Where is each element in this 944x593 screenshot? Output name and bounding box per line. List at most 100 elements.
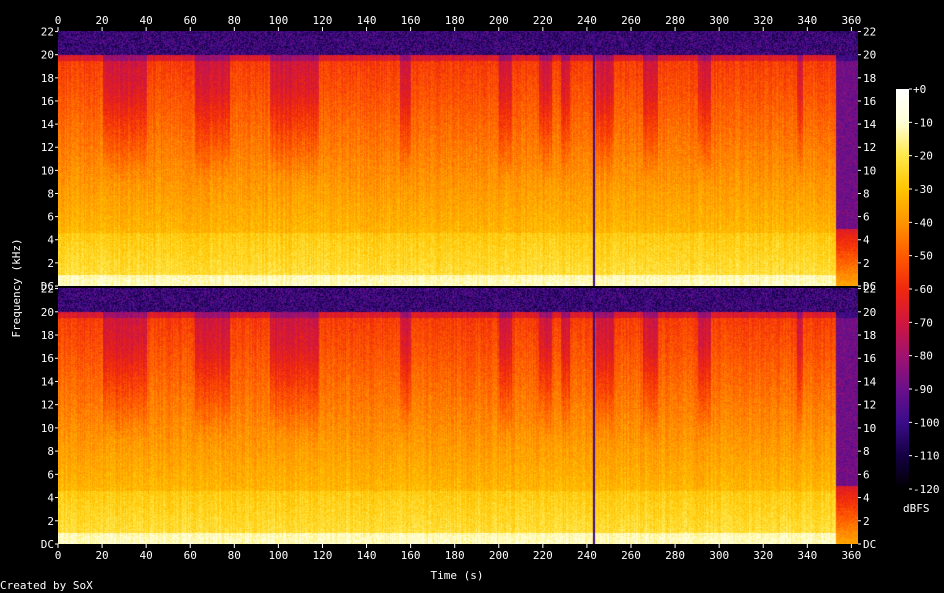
- y-tick-label-left: 2: [47, 257, 54, 270]
- spectrogram-panel-1: [58, 31, 858, 286]
- y-tick-label-left: 8: [47, 445, 54, 458]
- x-tick-label-bottom: 0: [55, 549, 62, 562]
- y-tick-label-left: 22: [41, 283, 54, 296]
- x-tick-label-top: 200: [489, 14, 509, 27]
- y-tick-label-right: 12: [863, 141, 876, 154]
- y-tick-label-left: 18: [41, 329, 54, 342]
- x-tick-label-top: 360: [841, 14, 861, 27]
- x-tick-label-bottom: 160: [401, 549, 421, 562]
- colorbar-tick-label: -50: [913, 250, 933, 263]
- x-tick-label-bottom: 80: [228, 549, 241, 562]
- colorbar-tick-label: -20: [913, 150, 933, 163]
- y-tick-label-right: 12: [863, 399, 876, 412]
- y-tick-label-right: 10: [863, 422, 876, 435]
- x-tick-label-top: 240: [577, 14, 597, 27]
- y-tick-label-left: 4: [47, 234, 54, 247]
- y-tick-label-right: 8: [863, 187, 870, 200]
- y-tick-label-left: 10: [41, 422, 54, 435]
- x-tick-label-top: 280: [665, 14, 685, 27]
- y-tick-label-left: 10: [41, 164, 54, 177]
- x-tick-label-bottom: 40: [140, 549, 153, 562]
- y-tick-label-left: 20: [41, 49, 54, 62]
- credit-text: Created by SoX: [0, 579, 93, 592]
- y-tick-label-right: 4: [863, 234, 870, 247]
- y-tick-label-left: 2: [47, 515, 54, 528]
- colorbar-gradient: [896, 89, 909, 489]
- x-tick-label-bottom: 180: [445, 549, 465, 562]
- y-tick-label-right: 18: [863, 72, 876, 85]
- y-tick-label-right: 18: [863, 329, 876, 342]
- y-tick-label-right: 6: [863, 211, 870, 224]
- x-tick-label-bottom: 20: [95, 549, 108, 562]
- y-tick-label-right: 14: [863, 375, 877, 388]
- y-tick-label-right: 2: [863, 515, 870, 528]
- colorbar-tick-label: -40: [913, 216, 933, 229]
- x-tick-label-top: 220: [533, 14, 553, 27]
- colorbar-tick-label: -30: [913, 183, 933, 196]
- y-tick-label-right: 20: [863, 306, 876, 319]
- y-tick-label-right: DC: [863, 280, 876, 293]
- colorbar-tick-label: -90: [913, 383, 933, 396]
- y-tick-label-left: 16: [41, 352, 54, 365]
- spectrogram-panel-2: [58, 288, 858, 544]
- x-tick-label-top: 180: [445, 14, 465, 27]
- x-tick-label-top: 300: [709, 14, 729, 27]
- y-tick-label-right: 10: [863, 164, 876, 177]
- x-tick-label-bottom: 100: [268, 549, 288, 562]
- colorbar-tick-label: -110: [913, 450, 940, 463]
- y-tick-label-left: 6: [47, 211, 54, 224]
- y-tick-label-right: 20: [863, 49, 876, 62]
- y-tick-label-right: 2: [863, 257, 870, 270]
- y-tick-label-left: 18: [41, 72, 54, 85]
- colorbar-tick-label: +0: [913, 83, 926, 96]
- y-tick-label-left: 14: [41, 118, 55, 131]
- x-tick-label-top: 120: [313, 14, 333, 27]
- y-tick-label-left: 16: [41, 95, 54, 108]
- x-tick-label-bottom: 260: [621, 549, 641, 562]
- y-tick-label-right: 16: [863, 95, 876, 108]
- x-tick-label-bottom: 220: [533, 549, 553, 562]
- y-tick-label-left: 14: [41, 375, 55, 388]
- x-tick-label-top: 20: [95, 14, 108, 27]
- x-tick-label-bottom: 320: [753, 549, 773, 562]
- y-tick-label-left: 6: [47, 468, 54, 481]
- y-tick-label-right: 14: [863, 118, 877, 131]
- x-tick-label-top: 340: [797, 14, 817, 27]
- x-tick-label-bottom: 280: [665, 549, 685, 562]
- x-tick-label-bottom: 140: [357, 549, 377, 562]
- colorbar-tick-label: -70: [913, 316, 933, 329]
- colorbar-tick-label: -10: [913, 116, 933, 129]
- y-tick-label-left: 22: [41, 26, 54, 39]
- x-tick-label-top: 0: [55, 14, 62, 27]
- y-axis-label: Frequency (kHz): [10, 238, 23, 337]
- y-tick-label-right: 22: [863, 26, 876, 39]
- colorbar-tick-label: -60: [913, 283, 933, 296]
- y-tick-label-left: 12: [41, 141, 54, 154]
- y-tick-label-left: 4: [47, 492, 54, 505]
- colorbar-tick-label: -80: [913, 350, 933, 363]
- y-tick-label-right: 22: [863, 283, 876, 296]
- x-tick-label-top: 140: [357, 14, 377, 27]
- x-tick-label-top: 100: [268, 14, 288, 27]
- colorbar-tick-label: -120: [913, 483, 940, 496]
- y-tick-label-right: 4: [863, 492, 870, 505]
- y-tick-label-right: 16: [863, 352, 876, 365]
- x-tick-label-top: 320: [753, 14, 773, 27]
- colorbar-tick-label: -100: [913, 416, 940, 429]
- x-tick-label-bottom: 60: [184, 549, 197, 562]
- y-tick-label-right: 8: [863, 445, 870, 458]
- x-tick-label-bottom: 340: [797, 549, 817, 562]
- y-tick-label-right: DC: [863, 538, 876, 551]
- x-tick-label-top: 60: [184, 14, 197, 27]
- x-tick-label-bottom: 240: [577, 549, 597, 562]
- x-tick-label-top: 160: [401, 14, 421, 27]
- x-axis-label: Time (s): [431, 569, 484, 582]
- x-tick-label-top: 40: [140, 14, 153, 27]
- x-tick-label-bottom: 200: [489, 549, 509, 562]
- y-tick-label-left: 8: [47, 187, 54, 200]
- y-tick-label-left: DC: [41, 280, 54, 293]
- y-tick-label-right: 6: [863, 468, 870, 481]
- x-tick-label-bottom: 360: [841, 549, 861, 562]
- colorbar-label: dBFS: [903, 502, 930, 515]
